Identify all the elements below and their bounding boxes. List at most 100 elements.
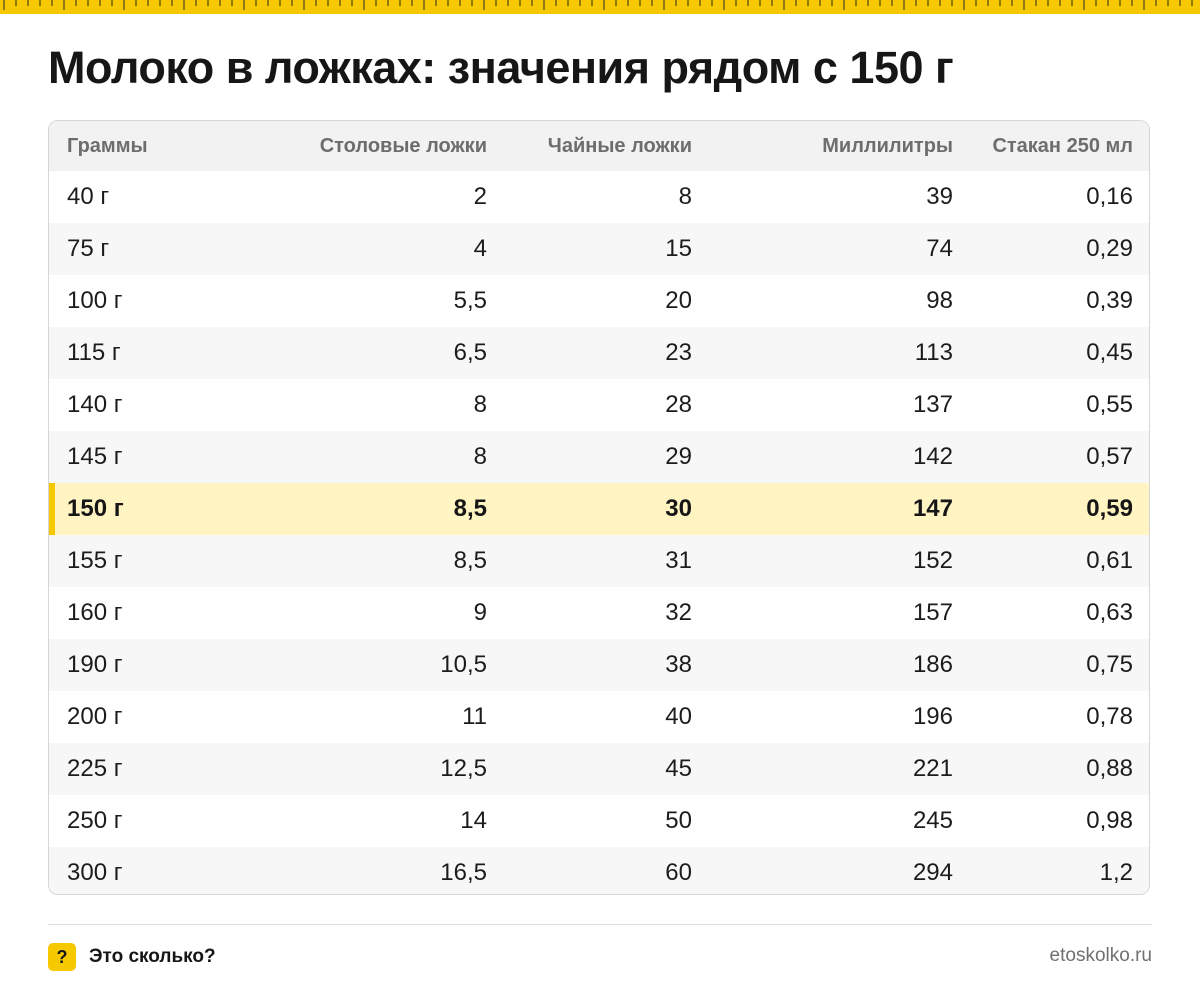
- column-header-tablespoons: Столовые ложки: [319, 134, 487, 157]
- cell-tablespoons: 8: [473, 443, 487, 470]
- cell-teaspoons: 60: [665, 859, 692, 886]
- cell-teaspoons: 32: [665, 599, 692, 626]
- cell-milliliters: 152: [912, 547, 953, 574]
- table-row: 155 г 8,5 31 152 0,61: [49, 535, 1149, 587]
- cell-tablespoons: 12,5: [440, 755, 487, 782]
- cell-grams: 200 г: [67, 703, 123, 730]
- cell-milliliters: 186: [912, 651, 953, 678]
- cell-grams: 75 г: [67, 235, 110, 262]
- cell-cups: 0,57: [1086, 443, 1133, 470]
- table-row: 225 г 12,5 45 221 0,88: [49, 743, 1149, 795]
- cell-tablespoons: 8,5: [453, 547, 487, 574]
- cell-teaspoons: 50: [665, 807, 692, 834]
- cell-milliliters: 137: [912, 391, 953, 418]
- cell-milliliters: 113: [914, 339, 953, 366]
- cell-tablespoons: 10,5: [440, 651, 487, 678]
- cell-grams: 190 г: [67, 651, 123, 678]
- table-row: 250 г 14 50 245 0,98: [49, 795, 1149, 847]
- footer-divider: [48, 924, 1152, 925]
- cell-tablespoons: 11: [462, 703, 487, 730]
- cell-grams: 250 г: [67, 807, 123, 834]
- table-header-row: Граммы Столовые ложки Чайные ложки Милли…: [49, 121, 1149, 171]
- cell-cups: 0,78: [1086, 703, 1133, 730]
- cell-cups: 1,2: [1099, 859, 1133, 886]
- cell-grams: 145 г: [67, 443, 123, 470]
- ruler-decoration: [0, 0, 1200, 14]
- cell-milliliters: 196: [912, 703, 953, 730]
- cell-teaspoons: 30: [665, 495, 692, 522]
- cell-milliliters: 157: [912, 599, 953, 626]
- cell-cups: 0,75: [1086, 651, 1133, 678]
- cell-cups: 0,39: [1086, 287, 1133, 314]
- cell-cups: 0,45: [1086, 339, 1133, 366]
- cell-milliliters: 294: [912, 859, 953, 886]
- table-row: 75 г 4 15 74 0,29: [49, 223, 1149, 275]
- footer-brand: ? Это сколько?: [48, 943, 216, 971]
- table-row: 140 г 8 28 137 0,55: [49, 379, 1149, 431]
- column-header-teaspoons: Чайные ложки: [547, 134, 692, 157]
- ruler-ticks: [3, 0, 1193, 10]
- cell-grams: 225 г: [67, 755, 123, 782]
- cell-tablespoons: 6,5: [453, 339, 487, 366]
- cell-tablespoons: 8: [473, 391, 487, 418]
- cell-cups: 0,63: [1086, 599, 1133, 626]
- table-row: 200 г 11 40 196 0,78: [49, 691, 1149, 743]
- table-row: 100 г 5,5 20 98 0,39: [49, 275, 1149, 327]
- cell-teaspoons: 40: [665, 703, 692, 730]
- conversion-table-card: Граммы Столовые ложки Чайные ложки Милли…: [48, 120, 1150, 895]
- cell-grams: 140 г: [67, 391, 123, 418]
- cell-tablespoons: 9: [473, 599, 487, 626]
- table-row-highlighted: 150 г 8,5 30 147 0,59: [49, 483, 1149, 535]
- cell-tablespoons: 16,5: [440, 859, 487, 886]
- cell-cups: 0,29: [1086, 235, 1133, 262]
- cell-milliliters: 221: [912, 755, 953, 782]
- cell-grams: 100 г: [67, 287, 123, 314]
- question-mark-icon: ?: [48, 943, 76, 971]
- cell-tablespoons: 14: [460, 807, 487, 834]
- cell-tablespoons: 8,5: [453, 495, 487, 522]
- cell-grams: 40 г: [67, 183, 110, 210]
- column-header-cup-250ml: Стакан 250 мл: [992, 134, 1133, 157]
- cell-grams: 300 г: [67, 859, 123, 886]
- cell-grams: 115 г: [67, 339, 121, 366]
- cell-tablespoons: 4: [473, 235, 487, 262]
- cell-milliliters: 74: [926, 235, 953, 262]
- cell-teaspoons: 28: [665, 391, 692, 418]
- cell-cups: 0,61: [1086, 547, 1133, 574]
- table-row: 300 г 16,5 60 294 1,2: [49, 847, 1149, 894]
- cell-grams: 160 г: [67, 599, 123, 626]
- cell-teaspoons: 8: [678, 183, 692, 210]
- table-row: 145 г 8 29 142 0,57: [49, 431, 1149, 483]
- brand-name: Это сколько?: [89, 946, 216, 967]
- column-header-grams: Граммы: [67, 134, 148, 157]
- cell-cups: 0,59: [1086, 495, 1133, 522]
- cell-teaspoons: 38: [665, 651, 692, 678]
- column-header-milliliters: Миллилитры: [822, 134, 953, 157]
- cell-teaspoons: 20: [665, 287, 692, 314]
- table-body: 40 г 2 8 39 0,16 75 г 4 15 74 0,29 100 г 5,5 20 98 0,3…: [49, 171, 1149, 894]
- table-row: 115 г 6,5 23 113 0,45: [49, 327, 1149, 379]
- cell-cups: 0,88: [1086, 755, 1133, 782]
- cell-grams: 155 г: [67, 547, 123, 574]
- table-header: Граммы Столовые ложки Чайные ложки Милли…: [49, 121, 1149, 171]
- cell-teaspoons: 31: [665, 547, 692, 574]
- cell-teaspoons: 23: [665, 339, 692, 366]
- table-row: 40 г 2 8 39 0,16: [49, 171, 1149, 223]
- cell-grams: 150 г: [49, 483, 297, 535]
- cell-milliliters: 142: [912, 443, 953, 470]
- page-title: Молоко в ложках: значения рядом с 150 г: [48, 42, 954, 93]
- cell-milliliters: 147: [912, 495, 953, 522]
- table-row: 160 г 9 32 157 0,63: [49, 587, 1149, 639]
- cell-cups: 0,98: [1086, 807, 1133, 834]
- cell-teaspoons: 29: [665, 443, 692, 470]
- cell-cups: 0,55: [1086, 391, 1133, 418]
- cell-tablespoons: 5,5: [453, 287, 487, 314]
- cell-milliliters: 98: [926, 287, 953, 314]
- cell-milliliters: 245: [912, 807, 953, 834]
- site-url: etoskolko.ru: [1049, 945, 1152, 966]
- conversion-table: Граммы Столовые ложки Чайные ложки Милли…: [49, 121, 1149, 894]
- cell-teaspoons: 15: [665, 235, 692, 262]
- cell-tablespoons: 2: [473, 183, 487, 210]
- table-row: 190 г 10,5 38 186 0,75: [49, 639, 1149, 691]
- cell-milliliters: 39: [926, 183, 953, 210]
